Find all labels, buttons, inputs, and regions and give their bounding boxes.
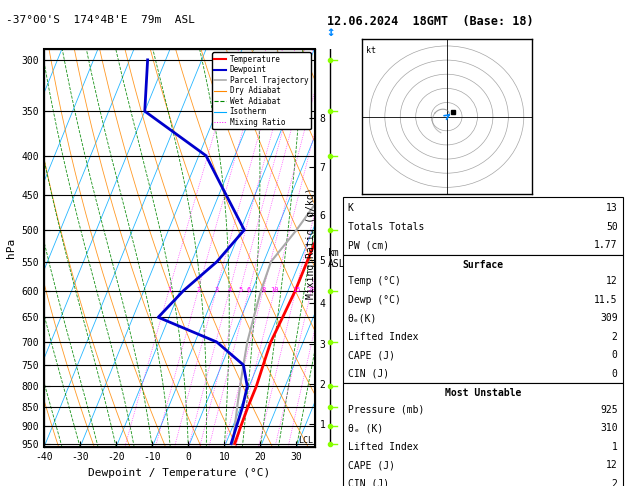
Y-axis label: hPa: hPa (6, 238, 16, 258)
Text: CAPE (J): CAPE (J) (348, 460, 395, 470)
Y-axis label: km
ASL: km ASL (328, 248, 346, 269)
Text: 3: 3 (214, 287, 218, 293)
Text: CIN (J): CIN (J) (348, 479, 389, 486)
Text: 0: 0 (612, 369, 618, 379)
Text: LCL: LCL (298, 436, 313, 445)
Text: 2: 2 (196, 287, 201, 293)
Text: 2: 2 (612, 332, 618, 342)
Text: Dewp (°C): Dewp (°C) (348, 295, 401, 305)
Text: 13: 13 (606, 204, 618, 213)
Text: PW (cm): PW (cm) (348, 241, 389, 250)
Text: CIN (J): CIN (J) (348, 369, 389, 379)
Text: 8: 8 (261, 287, 265, 293)
Text: 0: 0 (612, 350, 618, 360)
Text: 11.5: 11.5 (594, 295, 618, 305)
Text: Surface: Surface (462, 260, 503, 270)
Text: 12.06.2024  18GMT  (Base: 18): 12.06.2024 18GMT (Base: 18) (327, 15, 533, 28)
Text: 309: 309 (600, 313, 618, 323)
Text: CAPE (J): CAPE (J) (348, 350, 395, 360)
Text: Most Unstable: Most Unstable (445, 388, 521, 398)
Text: 4: 4 (228, 287, 232, 293)
Text: θₑ (K): θₑ (K) (348, 423, 383, 433)
Text: 2: 2 (612, 479, 618, 486)
Text: ↕: ↕ (326, 25, 335, 38)
Text: 1.77: 1.77 (594, 241, 618, 250)
Text: 15: 15 (292, 287, 300, 293)
Text: kt: kt (366, 46, 376, 55)
Text: θₑ(K): θₑ(K) (348, 313, 377, 323)
Text: Mixing Ratio (g/kg): Mixing Ratio (g/kg) (306, 187, 316, 299)
Text: 12: 12 (606, 460, 618, 470)
Text: 50: 50 (606, 222, 618, 232)
Text: Lifted Index: Lifted Index (348, 332, 418, 342)
Text: 310: 310 (600, 423, 618, 433)
Text: 12: 12 (606, 277, 618, 286)
Text: 1: 1 (612, 442, 618, 451)
Text: -37°00'S  174°4B'E  79m  ASL: -37°00'S 174°4B'E 79m ASL (6, 15, 195, 25)
Text: 1: 1 (167, 287, 171, 293)
Text: Totals Totals: Totals Totals (348, 222, 424, 232)
Legend: Temperature, Dewpoint, Parcel Trajectory, Dry Adiabat, Wet Adiabat, Isotherm, Mi: Temperature, Dewpoint, Parcel Trajectory… (212, 52, 311, 129)
Text: Temp (°C): Temp (°C) (348, 277, 401, 286)
Text: 925: 925 (600, 405, 618, 415)
Text: 5: 5 (238, 287, 242, 293)
Text: Lifted Index: Lifted Index (348, 442, 418, 451)
Text: K: K (348, 204, 353, 213)
Text: 6: 6 (247, 287, 251, 293)
X-axis label: Dewpoint / Temperature (°C): Dewpoint / Temperature (°C) (88, 468, 270, 478)
Text: 10: 10 (270, 287, 279, 293)
Text: 20: 20 (308, 287, 316, 293)
Text: © weatheronline.co.uk: © weatheronline.co.uk (428, 472, 541, 481)
Text: Pressure (mb): Pressure (mb) (348, 405, 424, 415)
